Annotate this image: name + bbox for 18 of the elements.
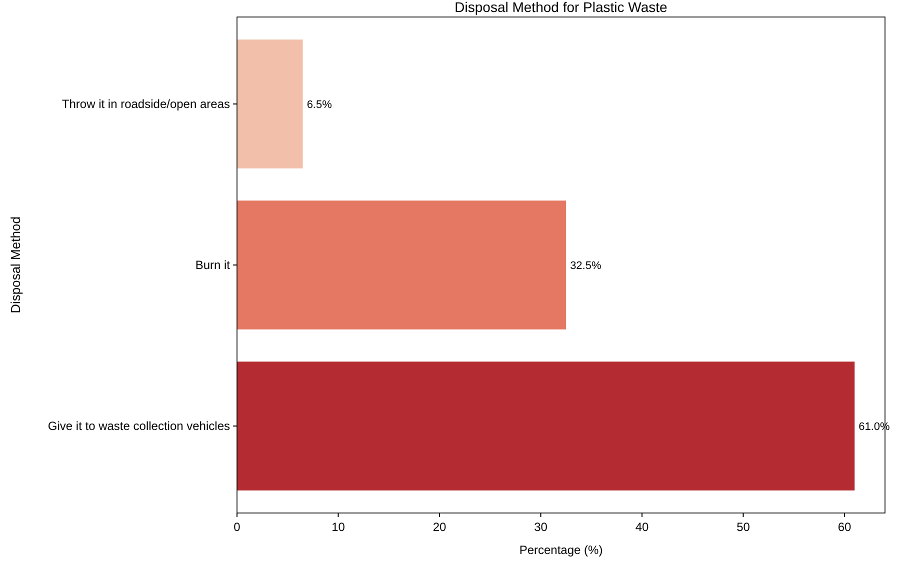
y-axis-title: Disposal Method	[8, 216, 23, 314]
x-tick-label: 20	[432, 520, 446, 534]
chart-title: Disposal Method for Plastic Waste	[454, 0, 668, 15]
x-tick-label: 50	[736, 520, 750, 534]
y-tick-label: Burn it	[195, 258, 231, 272]
bar	[237, 40, 303, 168]
bar	[237, 200, 566, 330]
x-tick-label: 60	[838, 520, 852, 534]
data-label: 32.5%	[570, 260, 602, 272]
x-axis-title: Percentage (%)	[519, 543, 603, 557]
data-label: 6.5%	[306, 98, 332, 111]
x-tick-label: 30	[534, 520, 548, 534]
y-tick-label: Throw it in roadside/open areas	[62, 97, 230, 112]
x-tick-label: 40	[635, 520, 649, 534]
x-tick-label: 10	[332, 520, 346, 534]
y-tick-label: Give it to waste collection vehicles	[48, 419, 230, 434]
bar	[237, 362, 855, 490]
x-tick-label: 0	[234, 520, 241, 534]
